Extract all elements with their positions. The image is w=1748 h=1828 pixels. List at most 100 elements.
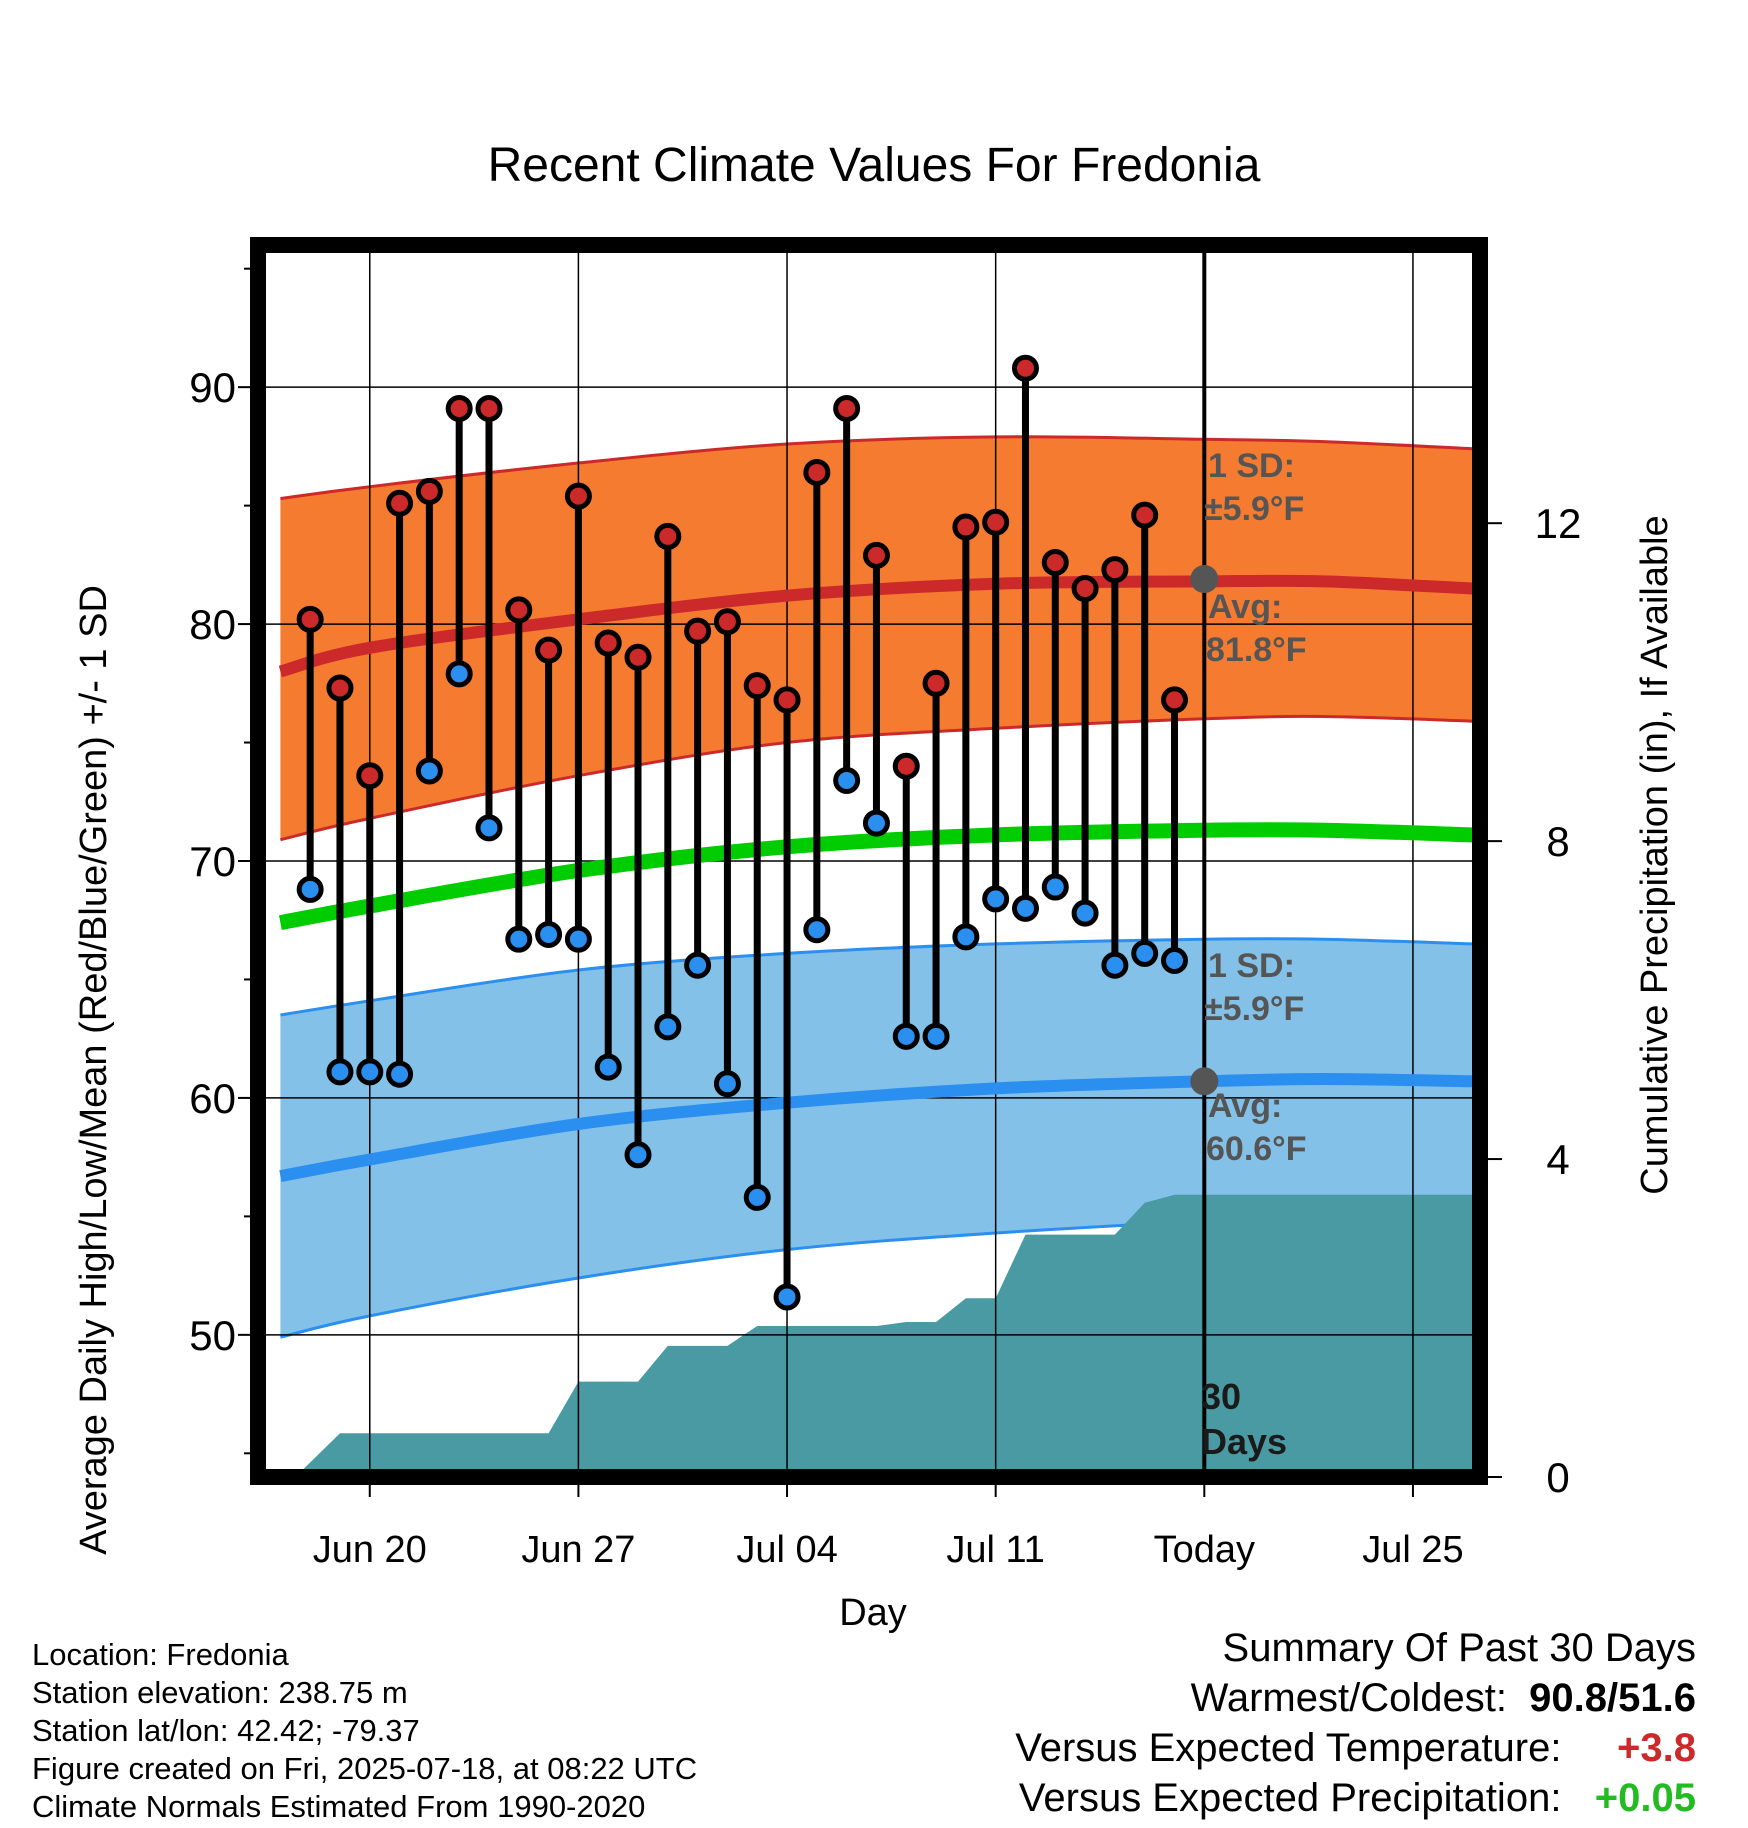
precip-area	[295, 1194, 1480, 1477]
temp-value: +3.8	[1617, 1726, 1696, 1770]
location-text: Location: Fredonia	[32, 1637, 289, 1672]
low-temp-point	[982, 885, 1010, 913]
low-temp-point	[862, 809, 890, 837]
high-sd-value: ±5.9°F	[1204, 490, 1304, 528]
low-sd-value: ±5.9°F	[1204, 990, 1304, 1028]
temp-label: Versus Expected Temperature:	[1015, 1726, 1562, 1770]
low-temp-point	[1131, 939, 1159, 967]
low-band-upper-edge	[280, 937, 1473, 1017]
high-temp-point	[1101, 556, 1129, 584]
high-band-lower-edge	[280, 714, 1473, 842]
low-temp-point	[833, 766, 861, 794]
high-temp-point	[833, 394, 861, 422]
high-sd-label: 1 SD:	[1208, 447, 1295, 485]
y-axis-label: Average Daily High/Low/Mean (Red/Blue/Gr…	[73, 585, 115, 1555]
window-label-days: Days	[1201, 1421, 1287, 1462]
high-temp-point	[713, 608, 741, 636]
high-temp-point	[1041, 548, 1069, 576]
low-temp-point	[326, 1058, 354, 1086]
low-temp-point	[654, 1013, 682, 1041]
y2-tick-label: 4	[1546, 1136, 1569, 1183]
high-temp-point	[1071, 575, 1099, 603]
y-tick-label: 60	[189, 1075, 236, 1122]
daily-markers	[296, 354, 1219, 1311]
low-temp-point	[684, 951, 712, 979]
y-tick-label: 70	[189, 838, 236, 885]
created-text: Figure created on Fri, 2025-07-18, at 08…	[32, 1751, 698, 1786]
normals-text: Climate Normals Estimated From 1990-2020	[32, 1789, 646, 1824]
low-temp-point	[713, 1070, 741, 1098]
high-temp-point	[1131, 501, 1159, 529]
x-axis-label: Day	[839, 1592, 907, 1634]
high-temp-point	[803, 458, 831, 486]
low-temp-point	[356, 1058, 384, 1086]
y2-axis-label: Cumulative Precipitation (in), If Availa…	[1634, 515, 1676, 1194]
x-tick-label: Jun 20	[313, 1529, 427, 1571]
high-temp-point	[773, 686, 801, 714]
plot-frame	[250, 237, 1488, 1485]
x-tick-label: Jul 04	[736, 1529, 837, 1571]
high-temp-point	[743, 672, 771, 700]
high-avg-value: 81.8°F	[1206, 631, 1307, 669]
elevation-text: Station elevation: 238.75 m	[32, 1675, 408, 1710]
low-temp-point	[505, 925, 533, 953]
high-temp-point	[326, 674, 354, 702]
station-info: Location: Fredonia Station elevation: 23…	[32, 1636, 697, 1826]
high-temp-point	[356, 762, 384, 790]
low-temp-point	[445, 660, 473, 688]
high-temp-point	[892, 752, 920, 780]
warm-cold-label: Warmest/Coldest:	[1190, 1676, 1507, 1720]
y-tick-label: 90	[189, 364, 236, 411]
high-temp-point	[386, 489, 414, 517]
warm-cold-row: Warmest/Coldest: 90.8/51.6	[1015, 1673, 1696, 1723]
high-temp-point	[624, 643, 652, 671]
x-tick-label: Jul 11	[946, 1529, 1045, 1571]
low-temp-point	[1071, 899, 1099, 927]
high-temp-point	[654, 522, 682, 550]
cumulative-precip-area	[295, 1194, 1480, 1477]
chart-title: Recent Climate Values For Fredonia	[488, 139, 1261, 192]
low-temp-point	[922, 1022, 950, 1050]
high-temp-point	[1011, 354, 1039, 382]
low-temp-point	[892, 1022, 920, 1050]
annotations: 1 SD: ±5.9°F Avg: 81.8°F 1 SD: ±5.9°F Av…	[1201, 447, 1307, 1462]
summary-title: Summary Of Past 30 Days	[1222, 1626, 1696, 1670]
high-temp-point	[505, 596, 533, 624]
temp-row: Versus Expected Temperature: +3.8	[1015, 1723, 1696, 1773]
low-temp-point	[952, 923, 980, 951]
y-tick-label: 80	[189, 601, 236, 648]
low-avg-value: 60.6°F	[1206, 1130, 1307, 1168]
high-avg-label: Avg:	[1208, 588, 1282, 626]
high-temp-point	[952, 513, 980, 541]
low-temp-point	[1011, 894, 1039, 922]
low-temp-point	[296, 875, 324, 903]
high-temp-point	[862, 541, 890, 569]
normal-mean-line	[279, 822, 1473, 930]
low-temp-point	[743, 1183, 771, 1211]
low-sd-label: 1 SD:	[1208, 947, 1295, 985]
high-temp-point	[1161, 686, 1188, 714]
high-temp-point	[982, 508, 1010, 536]
low-temp-point	[1101, 951, 1129, 979]
high-temp-point	[564, 482, 592, 510]
high-avg-marker	[1190, 565, 1219, 594]
window-label-number: 30	[1201, 1376, 1241, 1417]
low-temp-point	[624, 1141, 652, 1169]
high-temp-point	[415, 477, 443, 505]
low-avg-marker	[1190, 1067, 1219, 1096]
low-temp-point	[1041, 873, 1069, 901]
precip-value: +0.05	[1594, 1776, 1696, 1820]
precip-row: Versus Expected Precipitation: +0.05	[1015, 1773, 1696, 1823]
low-temp-point	[803, 916, 831, 944]
daily-stems	[306, 368, 1178, 1297]
low-temp-point	[415, 757, 443, 785]
low-avg-label: Avg:	[1208, 1087, 1282, 1125]
low-temp-point	[475, 814, 503, 842]
summary-panel: Summary Of Past 30 Days Warmest/Coldest:…	[1015, 1623, 1696, 1823]
x-tick-label: Jul 25	[1362, 1529, 1463, 1571]
normal-low-line	[279, 1072, 1473, 1182]
low-temp-point	[594, 1053, 622, 1081]
y2-tick-label: 12	[1535, 500, 1582, 547]
